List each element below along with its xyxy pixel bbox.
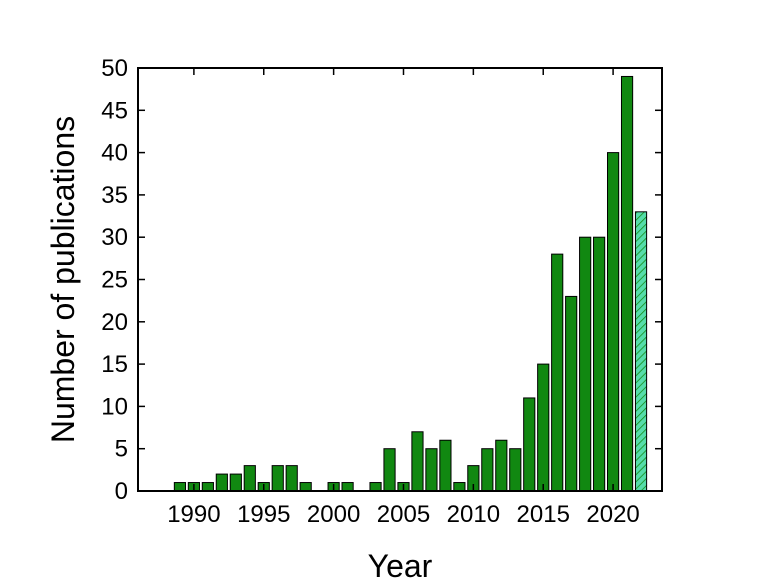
bar-2001 bbox=[341, 482, 354, 492]
x-tick-label-1995: 1995 bbox=[237, 501, 290, 528]
bar-2016 bbox=[551, 253, 564, 492]
bar-2022 bbox=[634, 211, 648, 492]
bar-1994 bbox=[243, 465, 256, 492]
bar-2003 bbox=[369, 482, 382, 492]
bars-group bbox=[173, 75, 648, 492]
y-tick-label-5: 5 bbox=[115, 436, 128, 463]
y-tick-label-0: 0 bbox=[115, 478, 128, 505]
bar-1989 bbox=[173, 482, 187, 492]
bar-2004 bbox=[383, 448, 396, 492]
bar-1993 bbox=[229, 473, 242, 492]
x-tick-label-2010: 2010 bbox=[447, 501, 500, 528]
bar-2018 bbox=[579, 236, 592, 492]
bar-2021 bbox=[620, 75, 634, 492]
x-tick-label-1990: 1990 bbox=[167, 501, 220, 528]
y-tick-label-45: 45 bbox=[101, 97, 128, 124]
y-tick-label-20: 20 bbox=[101, 309, 128, 336]
bar-1991 bbox=[201, 482, 214, 492]
x-tick-label-2020: 2020 bbox=[586, 501, 639, 528]
bar-2008 bbox=[439, 439, 452, 492]
y-tick-label-30: 30 bbox=[101, 224, 128, 251]
bar-1996 bbox=[271, 465, 284, 492]
bar-2015 bbox=[537, 363, 550, 492]
x-tick-label-2015: 2015 bbox=[517, 501, 570, 528]
x-tick-label-2000: 2000 bbox=[307, 501, 360, 528]
bar-2006 bbox=[411, 431, 424, 492]
y-tick-label-40: 40 bbox=[101, 140, 128, 167]
bar-2012 bbox=[495, 439, 508, 492]
bar-2007 bbox=[425, 448, 438, 492]
y-axis-title: Number of publications bbox=[45, 116, 81, 443]
y-tick-label-50: 50 bbox=[101, 55, 128, 82]
bar-1997 bbox=[285, 465, 298, 492]
bar-2020 bbox=[607, 152, 620, 492]
x-axis-title: Year bbox=[368, 548, 433, 584]
bar-2013 bbox=[509, 448, 522, 492]
bar-2019 bbox=[593, 236, 606, 492]
ticks-group: 0 5 10 15 20 25 30 35 40 45 50 1990 1995 2000 2005 2010… bbox=[101, 55, 662, 528]
y-tick-label-15: 15 bbox=[101, 351, 128, 378]
bar-1992 bbox=[215, 473, 228, 492]
y-tick-label-10: 10 bbox=[101, 393, 128, 420]
y-tick-label-35: 35 bbox=[101, 182, 128, 209]
x-tick-label-2005: 2005 bbox=[377, 501, 430, 528]
bar-1998 bbox=[299, 482, 312, 492]
y-tick-label-25: 25 bbox=[101, 267, 128, 294]
bar-2014 bbox=[523, 397, 536, 492]
bar-2009 bbox=[453, 482, 466, 492]
bar-2017 bbox=[565, 295, 578, 492]
bar-2011 bbox=[481, 448, 494, 492]
